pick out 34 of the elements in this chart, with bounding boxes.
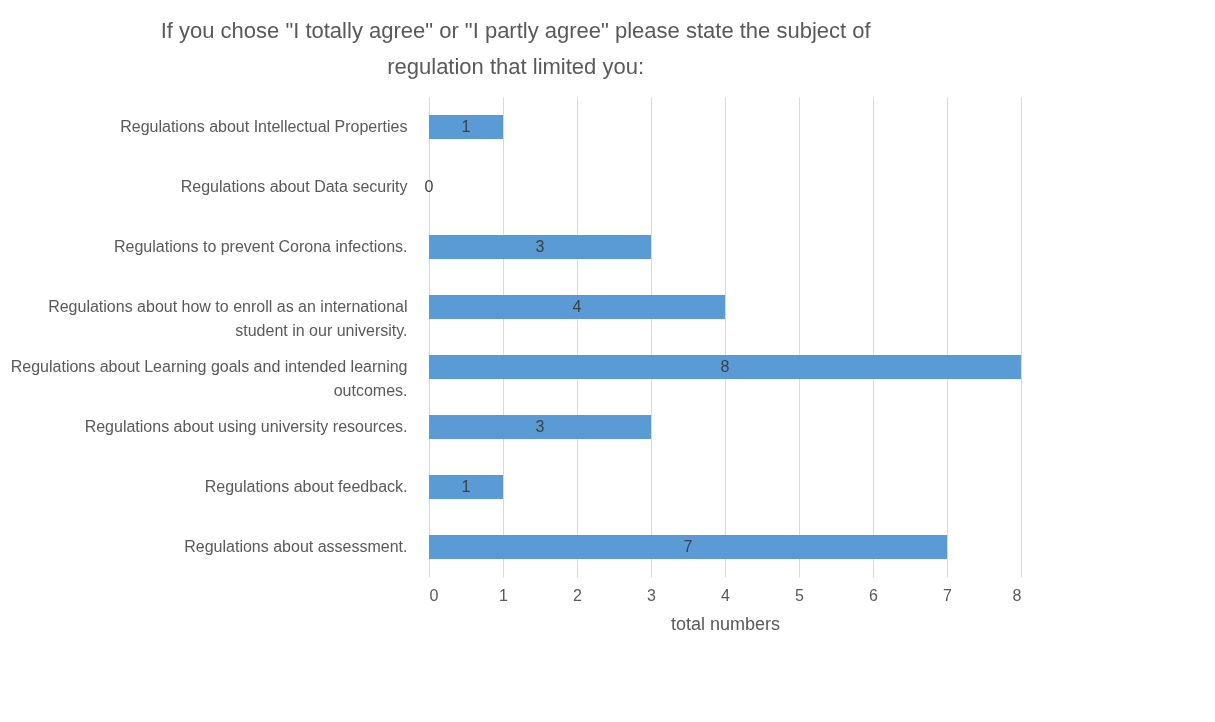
y-tick-label: Regulations about Data security <box>180 178 408 195</box>
x-tick-label: 0 <box>429 586 439 604</box>
x-tick-label: 1 <box>499 586 509 604</box>
data-label: 1 <box>461 478 471 495</box>
y-tick-label: Regulations about Learning goals and intended learning outcomes. <box>10 358 408 399</box>
x-tick-label: 3 <box>647 586 657 604</box>
bar <box>429 115 503 139</box>
bar <box>429 415 651 439</box>
bar <box>429 355 1021 379</box>
x-tick-label: 6 <box>869 586 879 604</box>
y-tick-label: Regulations about how to enroll as an international student in our university. <box>48 298 408 339</box>
data-label: 1 <box>461 118 471 135</box>
data-label: 3 <box>535 238 545 255</box>
data-label: 4 <box>572 298 582 315</box>
x-axis-title: total numbers <box>670 613 781 634</box>
y-tick-label: Regulations to prevent Corona infections. <box>113 238 408 255</box>
y-tick-label: Regulations about assessment. <box>184 538 408 555</box>
data-label: 0 <box>424 178 434 195</box>
bar <box>429 475 503 499</box>
bar <box>429 535 947 559</box>
x-tick-label: 5 <box>795 586 805 604</box>
bar <box>429 235 651 259</box>
data-label: 7 <box>683 538 693 555</box>
y-tick-label: Regulations about using university resources. <box>84 418 408 435</box>
data-label: 8 <box>720 358 730 375</box>
bar <box>429 295 725 319</box>
y-tick-label: Regulations about feedback. <box>204 478 408 495</box>
x-tick-label: 2 <box>573 586 583 604</box>
x-tick-label: 4 <box>721 586 731 604</box>
data-label: 3 <box>535 418 545 435</box>
x-tick-label: 8 <box>1012 586 1022 604</box>
x-tick-label: 7 <box>943 586 953 604</box>
y-tick-label: Regulations about Intellectual Properties <box>120 118 408 135</box>
chart-title: If you chose "I totally agree" or "I partly agree" please state the subject of regulation that limited you: <box>160 18 872 79</box>
